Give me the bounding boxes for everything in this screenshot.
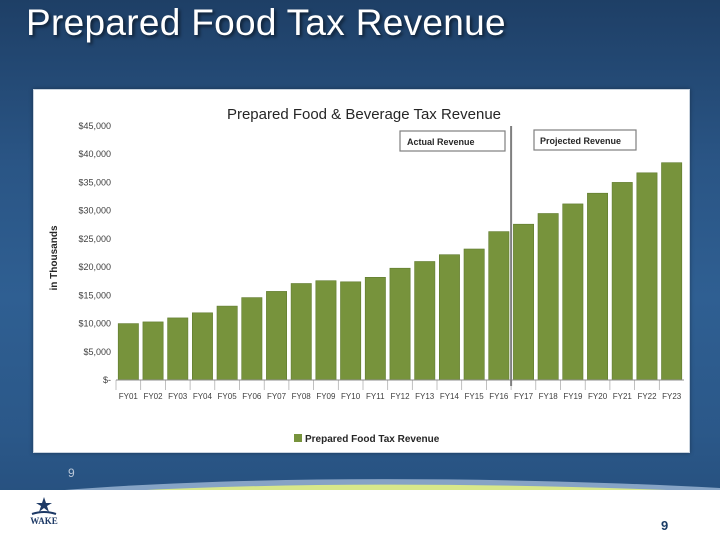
bar-fy03 (167, 317, 189, 381)
x-tick-label: FY15 (465, 392, 485, 401)
x-tick-label: FY23 (662, 392, 682, 401)
slide-title: Prepared Food Tax Revenue (26, 2, 506, 43)
bars-group (117, 162, 683, 381)
y-axis-label: in Thousands (49, 225, 60, 290)
x-tick-label: FY08 (292, 392, 312, 401)
actual-revenue-label: Actual Revenue (407, 137, 475, 147)
bar-fy17 (513, 223, 534, 381)
y-tick-label: $25,000 (78, 234, 111, 244)
county-logo (31, 497, 57, 515)
x-tick-label: FY11 (366, 392, 385, 401)
x-tick-label: FY14 (440, 392, 460, 401)
y-tick-label: $5,000 (83, 347, 111, 357)
revenue-bar-chart: Prepared Food & Beverage Tax Revenue in … (49, 106, 684, 445)
y-tick-label: $30,000 (78, 206, 111, 216)
bar-fy05 (216, 305, 238, 381)
legend-swatch (294, 434, 302, 442)
x-tick-label: FY07 (267, 392, 287, 401)
bar-fy22 (636, 172, 658, 381)
bar-fy20 (587, 192, 609, 381)
y-tick-label: $35,000 (78, 177, 111, 187)
x-tick-label: FY01 (119, 392, 139, 401)
bar-fy11 (364, 277, 386, 381)
y-tick-label: $10,000 (78, 319, 111, 329)
bar-fy06 (241, 297, 263, 381)
legend-label: Prepared Food Tax Revenue (305, 434, 440, 445)
x-tick-label: FY09 (316, 392, 336, 401)
bar-fy14 (438, 254, 460, 381)
projected-revenue-box (533, 129, 637, 151)
bar-fy02 (142, 321, 164, 381)
bar-fy19 (562, 203, 584, 381)
x-tick-label: FY05 (218, 392, 238, 401)
slide-number-small: 9 (68, 466, 75, 480)
projected-revenue-label: Projected Revenue (540, 136, 621, 146)
logo-wordmark: WAKE (30, 516, 58, 526)
x-tick-label: FY12 (390, 392, 410, 401)
x-tick-label: FY21 (613, 392, 633, 401)
footer-band (0, 490, 720, 540)
x-tick-label: FY04 (193, 392, 213, 401)
y-tick-label: $40,000 (78, 149, 111, 159)
x-tick-label: FY19 (563, 392, 583, 401)
bar-fy18 (537, 213, 559, 381)
footer-swoosh (0, 479, 720, 506)
x-tick-label: FY20 (588, 392, 608, 401)
x-tick-label: FY16 (489, 392, 509, 401)
bar-fy07 (266, 291, 287, 381)
chart-frame: Prepared Food & Beverage Tax Revenue in … (33, 89, 690, 453)
x-ticks-group: FY01 FY02 FY03 FY04 FY05 FY06 FY07 FY08 FY09 FY10… (115, 380, 682, 401)
x-tick-label: FY13 (415, 392, 435, 401)
page-number: 9 (661, 518, 669, 533)
bar-fy12 (389, 267, 411, 381)
x-tick-label: FY22 (637, 392, 657, 401)
y-ticks-group: $- $5,000 $10,000 $15,000 $20,000 $25,000 $30,… (78, 121, 111, 385)
bar-fy16 (488, 231, 510, 381)
bar-fy23 (661, 162, 683, 381)
bar-fy21 (611, 182, 633, 381)
y-tick-label: $20,000 (78, 262, 111, 272)
x-tick-label: FY03 (168, 392, 188, 401)
x-tick-label: FY10 (341, 392, 361, 401)
y-tick-label: $15,000 (78, 290, 111, 300)
x-tick-label: FY06 (242, 392, 262, 401)
y-tick-label: $45,000 (78, 121, 111, 131)
bar-fy09 (315, 280, 337, 381)
bar-fy10 (340, 281, 362, 381)
x-tick-label: FY17 (514, 392, 534, 401)
bar-fy15 (463, 248, 485, 381)
bar-fy13 (414, 261, 436, 381)
x-tick-label: FY18 (539, 392, 559, 401)
bar-fy08 (290, 283, 312, 381)
bar-fy04 (192, 312, 213, 381)
actual-revenue-box (399, 130, 506, 152)
y-tick-label: $- (103, 375, 111, 385)
bar-fy01 (117, 323, 139, 381)
chart-title: Prepared Food & Beverage Tax Revenue (227, 106, 501, 123)
x-tick-label: FY02 (143, 392, 163, 401)
